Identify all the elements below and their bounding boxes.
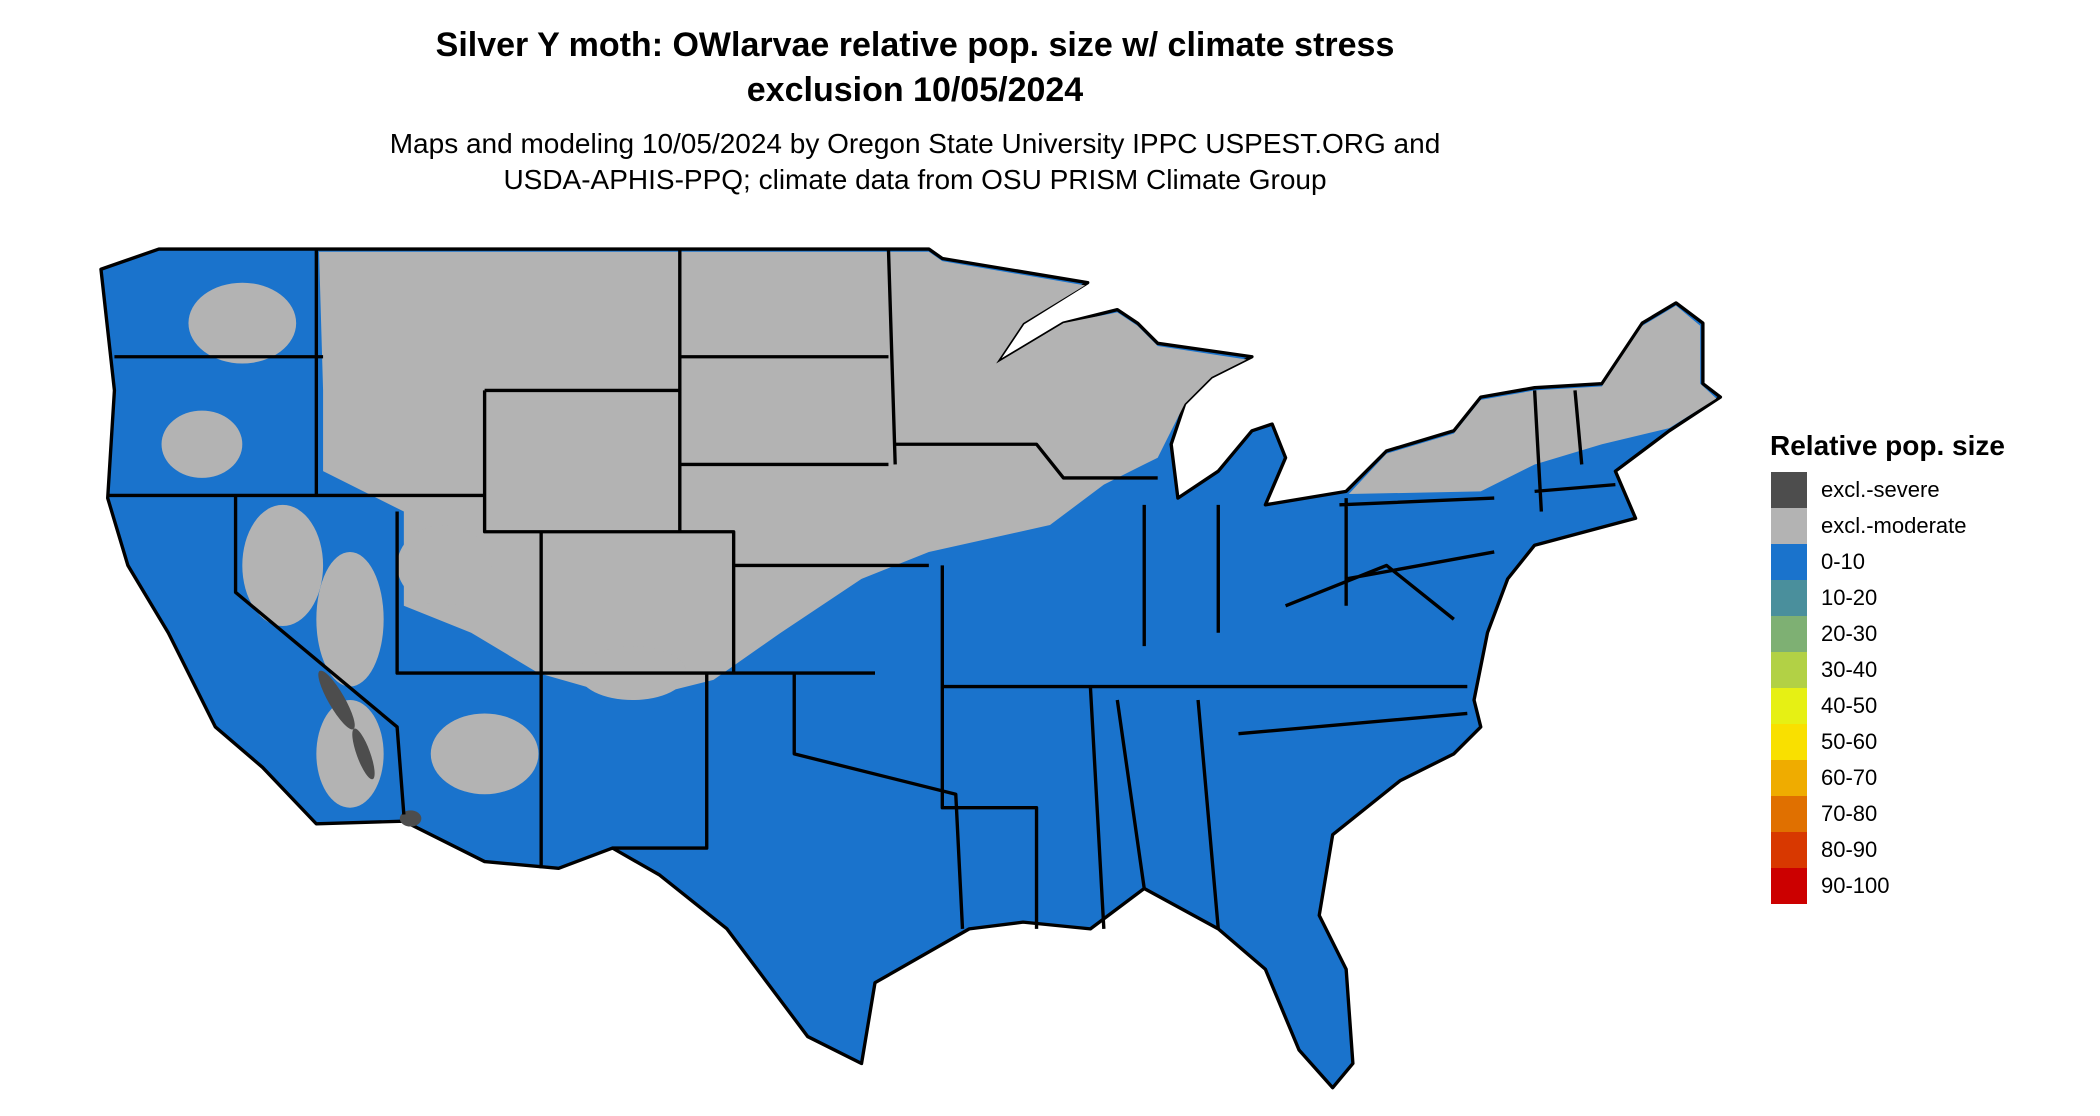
- excluded-moderate-region-north: [319, 251, 1247, 701]
- legend-item: 60-70: [1771, 760, 2005, 796]
- legend-label: excl.-severe: [1821, 477, 1940, 502]
- legend-item: 20-30: [1771, 616, 2005, 652]
- legend-title: Relative pop. size: [1770, 430, 2005, 461]
- legend-item: excl.-moderate: [1771, 508, 2005, 544]
- legend-swatch: [1771, 472, 1807, 508]
- legend-swatch: [1771, 580, 1807, 616]
- legend-swatch: [1771, 544, 1807, 580]
- legend-swatch: [1771, 616, 1807, 652]
- legend-label: 70-80: [1821, 801, 1878, 826]
- legend-item: 70-80: [1771, 796, 2005, 832]
- legend-label: 0-10: [1821, 549, 1866, 574]
- legend-label: 10-20: [1821, 585, 1878, 610]
- subtitle-line2: USDA-APHIS-PPQ; climate data from OSU PR…: [503, 164, 1327, 195]
- legend-label: 50-60: [1821, 729, 1878, 754]
- legend-swatch: [1771, 868, 1807, 904]
- legend-label: 30-40: [1821, 657, 1878, 682]
- legend-label: 20-30: [1821, 621, 1878, 646]
- legend: Relative pop. size excl.-severe excl.-mod…: [1770, 430, 2005, 904]
- legend-swatch: [1771, 508, 1807, 544]
- excluded-moderate-region-northeast: [1348, 305, 1717, 495]
- legend-label: 90-100: [1821, 873, 1890, 898]
- map-title-line1: Silver Y moth: OWlarvae relative pop. si…: [435, 26, 1395, 64]
- state-borders: [107, 249, 1616, 930]
- legend-swatch: [1771, 760, 1807, 796]
- legend-label: 40-50: [1821, 693, 1878, 718]
- legend-item: 30-40: [1771, 652, 2005, 688]
- legend-item: 80-90: [1771, 832, 2005, 868]
- legend-item: 0-10: [1771, 544, 2005, 580]
- legend-label: 80-90: [1821, 837, 1878, 862]
- legend-label: excl.-moderate: [1821, 513, 1967, 538]
- legend-swatch: [1771, 652, 1807, 688]
- map-title-line2: exclusion 10/05/2024: [746, 71, 1084, 109]
- legend-item: 40-50: [1771, 688, 2005, 724]
- legend-swatch: [1771, 832, 1807, 868]
- legend-label: 60-70: [1821, 765, 1878, 790]
- legend-swatch: [1771, 796, 1807, 832]
- excluded-moderate-patches-west: [161, 282, 687, 808]
- legend-item: 10-20: [1771, 580, 2005, 616]
- legend-swatch: [1771, 688, 1807, 724]
- excluded-severe-patches: [318, 670, 422, 827]
- legend-swatch: [1771, 724, 1807, 760]
- legend-item: 90-100: [1771, 868, 2005, 904]
- legend-item: excl.-severe: [1771, 472, 2005, 508]
- legend-item: 50-60: [1771, 724, 2005, 760]
- subtitle-line1: Maps and modeling 10/05/2024 by Oregon S…: [389, 128, 1441, 159]
